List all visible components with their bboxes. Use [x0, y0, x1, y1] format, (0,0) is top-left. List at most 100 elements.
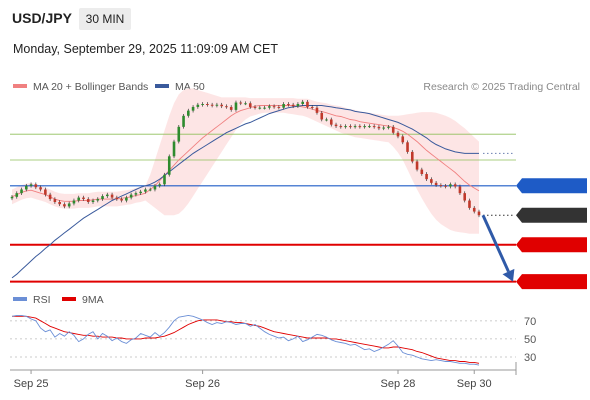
- candle-body: [82, 197, 85, 200]
- timeframe-badge[interactable]: [79, 8, 131, 30]
- rsi-line: [11, 314, 480, 366]
- level-tag-148.10: [516, 237, 587, 253]
- candle-body: [458, 186, 462, 194]
- candle-body: [453, 184, 457, 187]
- candle-body: [477, 211, 481, 216]
- ma20-legend-label: MA 20 + Bollinger Bands: [33, 81, 148, 93]
- candle-body: [430, 179, 433, 183]
- candle-body: [86, 199, 90, 202]
- candle-body: [196, 104, 200, 107]
- forecast-arrow-shaft: [481, 214, 510, 273]
- candle-body: [472, 207, 476, 212]
- candle-body: [234, 102, 238, 110]
- ma20-line: [11, 105, 480, 202]
- ma50-line: [11, 105, 479, 279]
- candle-body: [353, 126, 357, 128]
- rsi-tick-50: 50: [524, 334, 536, 346]
- candle-body: [248, 103, 252, 107]
- forecast-arrow-head: [502, 268, 515, 282]
- candle-body: [401, 136, 405, 143]
- candle-body: [439, 185, 443, 187]
- candle-body: [434, 182, 438, 186]
- candle-body: [244, 103, 247, 105]
- candle-body: [301, 101, 304, 104]
- candle-body: [72, 200, 76, 204]
- candle-body: [377, 126, 381, 129]
- candle-body: [153, 185, 157, 190]
- candle-body: [349, 126, 352, 128]
- ma20-legend-swatch: [13, 84, 27, 88]
- candle-body: [10, 196, 14, 199]
- candle-body: [263, 107, 266, 109]
- rsi-tick-30: 30: [524, 352, 536, 364]
- datetime-label: Monday, September 29, 2025 11:09:09 AM C…: [13, 42, 278, 56]
- candle-body: [277, 106, 281, 108]
- price-pane: [10, 88, 587, 290]
- pair-title: USD/JPY: [12, 10, 73, 26]
- candle-body: [206, 104, 209, 105]
- candle-body: [420, 169, 424, 174]
- level-tag-bg-148.90: [516, 178, 587, 194]
- candle-body: [115, 197, 119, 200]
- candle-body: [125, 197, 128, 201]
- candle-body: [48, 194, 52, 200]
- copyright-label: Research © 2025 Trading Central: [423, 81, 580, 93]
- candle-body: [387, 126, 390, 128]
- candle-body: [58, 202, 61, 205]
- candle-body: [201, 104, 204, 105]
- candle-body: [106, 194, 109, 197]
- x-tick-label: Sep 28: [381, 378, 416, 390]
- candle-body: [325, 119, 328, 121]
- candle-body: [468, 200, 471, 208]
- candle-body: [344, 126, 347, 128]
- candle-body: [449, 184, 452, 187]
- candle-body: [177, 126, 181, 142]
- rsi-tick-70: 70: [524, 316, 536, 328]
- candle-body: [67, 203, 71, 207]
- candle-body: [372, 126, 376, 128]
- x-tick-label: Sep 25: [14, 378, 49, 390]
- candle-body: [110, 194, 114, 198]
- level-tag-bg-148.10: [516, 237, 587, 253]
- candle-body: [334, 124, 338, 127]
- candle-body: [144, 189, 147, 192]
- level-tag-bg-148.50: [516, 207, 587, 223]
- candle-body: [182, 115, 185, 127]
- candle-body: [239, 102, 243, 104]
- candle-body: [139, 191, 142, 194]
- level-labels: [516, 178, 587, 290]
- candle-body: [410, 151, 414, 162]
- candle-body: [29, 184, 33, 186]
- x-tick-label: Sep 30: [457, 378, 492, 390]
- candle-body: [315, 107, 319, 113]
- candle-body: [296, 104, 300, 107]
- rsi-gridlines: 70 50 30: [10, 316, 536, 364]
- candle-body: [24, 185, 28, 190]
- candle-body: [63, 204, 66, 207]
- bollinger-bands-area: [12, 88, 479, 234]
- candle-body: [134, 193, 138, 195]
- timeframe-label: 30 MIN: [86, 12, 125, 26]
- candle-body: [220, 104, 223, 107]
- rsi-ma-legend-swatch: [62, 297, 76, 301]
- level-tag-bg-147.60: [516, 274, 587, 290]
- candle-body: [272, 106, 276, 108]
- level-tag-148.50: [516, 207, 587, 223]
- candle-body: [329, 119, 333, 125]
- candle-body: [129, 194, 133, 198]
- candle-body: [39, 187, 42, 190]
- ma50-legend-swatch: [155, 84, 169, 88]
- candle-body: [382, 127, 385, 129]
- candle-body: [368, 126, 371, 128]
- candle-body: [53, 199, 57, 202]
- candle-body: [172, 141, 176, 157]
- candle-body: [34, 184, 38, 188]
- candle-body: [363, 126, 366, 128]
- candle-body: [101, 196, 104, 200]
- candle-body: [191, 106, 195, 111]
- candle-body: [415, 161, 419, 170]
- candle-body: [44, 189, 47, 195]
- candle-body: [229, 106, 233, 110]
- candle-body: [339, 126, 343, 128]
